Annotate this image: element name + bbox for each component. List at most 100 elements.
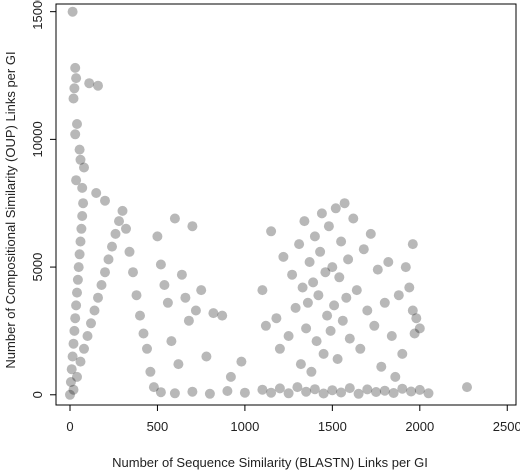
data-point	[173, 359, 184, 370]
data-point	[176, 269, 187, 280]
data-point	[159, 280, 170, 290]
y-tick-label: 5000	[30, 253, 45, 282]
data-point	[77, 182, 88, 193]
data-point	[290, 302, 301, 313]
data-point	[71, 175, 82, 186]
data-point	[294, 239, 305, 250]
data-point	[343, 254, 354, 265]
data-point	[155, 387, 166, 398]
data-point	[217, 310, 228, 321]
data-point	[65, 389, 75, 400]
x-tick-label: 2000	[405, 419, 434, 434]
data-point	[65, 377, 76, 387]
data-point	[67, 351, 78, 362]
data-point	[145, 366, 156, 377]
data-point	[283, 388, 294, 399]
data-point	[406, 386, 417, 397]
data-point	[393, 290, 404, 301]
data-point	[341, 292, 352, 303]
data-point	[71, 73, 82, 84]
data-point	[362, 305, 373, 316]
data-point	[309, 231, 320, 242]
data-point	[89, 305, 100, 316]
y-tick-label: 15000	[30, 0, 45, 30]
data-point	[76, 223, 87, 234]
data-point	[365, 228, 376, 239]
data-point	[148, 382, 159, 393]
data-point	[208, 308, 219, 319]
data-point	[72, 287, 82, 298]
data-point	[183, 315, 194, 326]
data-point	[114, 216, 124, 227]
data-point	[330, 203, 341, 214]
data-point	[308, 277, 319, 288]
data-point	[196, 285, 207, 296]
data-point	[79, 162, 89, 173]
data-point	[397, 348, 408, 359]
data-point	[166, 336, 177, 347]
x-tick-label: 1000	[230, 419, 259, 434]
data-point	[339, 198, 350, 209]
y-tick-label: 10000	[30, 121, 45, 157]
data-point	[376, 361, 387, 372]
data-point	[260, 320, 271, 331]
data-point	[414, 384, 425, 395]
data-point	[70, 129, 81, 140]
data-point	[222, 386, 233, 396]
y-axis: 0 5000 10000 15000	[30, 0, 56, 398]
data-point	[327, 262, 338, 273]
data-point	[388, 388, 399, 398]
data-point	[100, 267, 110, 278]
data-point	[68, 93, 79, 104]
data-point	[78, 198, 89, 209]
data-point	[121, 223, 131, 234]
data-point	[379, 385, 390, 396]
data-point	[318, 388, 329, 399]
data-point	[369, 320, 380, 331]
data-points	[65, 6, 472, 400]
data-point	[75, 356, 86, 367]
data-point	[201, 351, 212, 362]
data-point	[320, 267, 331, 278]
data-point	[225, 371, 236, 382]
data-point	[323, 221, 334, 232]
data-point	[72, 274, 83, 285]
data-point	[316, 208, 327, 219]
data-point	[74, 249, 85, 260]
data-point	[337, 315, 348, 326]
data-point	[68, 338, 79, 349]
data-point	[73, 262, 84, 273]
x-axis-label: Number of Sequence Similarity (BLASTN) L…	[112, 455, 428, 470]
data-point	[295, 359, 306, 370]
data-point	[372, 264, 383, 275]
data-point	[271, 313, 282, 324]
data-point	[334, 272, 345, 283]
x-tick-label: 2500	[493, 419, 520, 434]
data-point	[355, 343, 366, 354]
data-point	[325, 325, 336, 336]
data-point	[128, 267, 138, 278]
data-point	[155, 259, 166, 270]
data-point	[407, 239, 418, 250]
data-point	[66, 364, 77, 375]
data-point	[297, 282, 308, 293]
data-point	[266, 226, 277, 237]
data-point	[204, 388, 215, 399]
data-point	[67, 6, 78, 17]
data-point	[236, 356, 247, 367]
data-point	[301, 323, 312, 334]
data-point	[124, 246, 135, 257]
data-point	[239, 387, 250, 398]
data-point	[306, 366, 317, 377]
data-point	[84, 78, 95, 89]
data-point	[68, 384, 79, 395]
data-point	[71, 300, 82, 311]
data-point	[414, 323, 425, 334]
data-point	[304, 257, 315, 267]
data-point	[257, 285, 268, 296]
data-point	[82, 331, 93, 341]
data-point	[135, 310, 145, 321]
data-point	[187, 221, 198, 232]
data-point	[131, 290, 142, 301]
